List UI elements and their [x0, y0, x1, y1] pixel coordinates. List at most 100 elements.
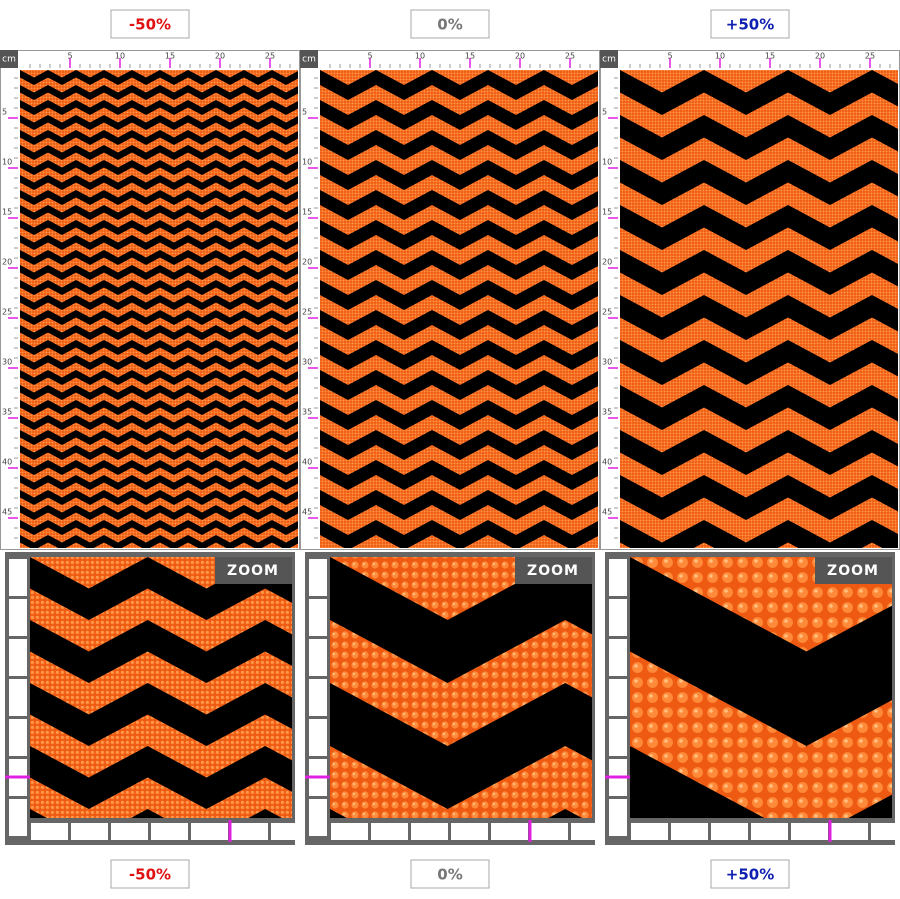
- unit-box: [600, 50, 618, 68]
- zoom-ruler-box: [231, 823, 268, 840]
- ruler-tick-label: 25: [2, 308, 12, 317]
- ruler-tick-label: 5: [67, 52, 72, 61]
- ruler-tick-label: 10: [302, 158, 312, 167]
- scale-label-box: [410, 9, 490, 39]
- ruler-tick-label: 40: [2, 458, 12, 467]
- ruler-tick-label: 20: [602, 258, 612, 267]
- scale-label-box: [110, 859, 190, 889]
- chevron-pattern: [320, 70, 598, 548]
- zoom-tag: [815, 557, 892, 584]
- zoom-ruler-box: [831, 823, 868, 840]
- zoom-ruler-box: [751, 823, 788, 840]
- ruler-tick-label: 35: [302, 408, 312, 417]
- ruler-tick-label: 35: [2, 408, 12, 417]
- ruler-tick-label: 25: [265, 52, 275, 61]
- ruler-tick-label: 10: [415, 52, 425, 61]
- unit-label: cm: [302, 55, 316, 65]
- ruler-tick-label: 25: [302, 308, 312, 317]
- zoom-ruler-box: [191, 823, 228, 840]
- ruler-tick-label: 20: [2, 258, 12, 267]
- zoom-chevron-pattern: [330, 557, 592, 818]
- zoom-ruler-box: [271, 823, 308, 840]
- zoom-ruler-box: [631, 823, 668, 840]
- zoom-ruler-box: [609, 799, 627, 836]
- zoom-ruler-box: [609, 559, 627, 596]
- zoom-ruler-box: [371, 823, 408, 840]
- unit-box: [0, 50, 18, 68]
- zoom-ruler-box: [871, 823, 900, 840]
- ruler-tick-label: 25: [865, 52, 875, 61]
- ruler-tick-label: 15: [302, 208, 312, 217]
- scale-label-box: [710, 859, 790, 889]
- ruler-tick-label: 20: [302, 258, 312, 267]
- ruler-tick-label: 10: [2, 158, 12, 167]
- ruler-tick-label: 15: [165, 52, 175, 61]
- scale-label: -50%: [129, 16, 171, 34]
- ruler-tick-label: 45: [302, 508, 312, 517]
- ruler-tick-label: 10: [115, 52, 125, 61]
- zoom-ruler-box: [71, 823, 108, 840]
- zoom-ruler-box: [531, 823, 568, 840]
- ruler-tick-label: 5: [302, 108, 307, 117]
- ruler-tick-label: 15: [465, 52, 475, 61]
- zoom-label: ZOOM: [827, 563, 879, 579]
- ruler-tick-label: 45: [2, 508, 12, 517]
- zoom-ruler-box: [411, 823, 448, 840]
- zoom-ruler-box: [309, 799, 327, 836]
- zoom-ruler-box: [451, 823, 488, 840]
- zoom-ruler-box: [491, 823, 528, 840]
- zoom-ruler-box: [9, 679, 27, 716]
- zoom-ruler-box: [571, 823, 608, 840]
- ruler-tick-label: 20: [215, 52, 225, 61]
- chevron-pattern: [20, 70, 298, 548]
- zoom-tag: [215, 557, 292, 584]
- zoom-ruler-box: [151, 823, 188, 840]
- ruler-tick-label: 30: [602, 358, 612, 367]
- ruler-tick-label: 5: [367, 52, 372, 61]
- ruler-tick-label: 20: [515, 52, 525, 61]
- ruler-tick-label: 25: [602, 308, 612, 317]
- zoom-ruler-box: [111, 823, 148, 840]
- zoom-chevron-pattern: [30, 557, 292, 818]
- unit-label: cm: [2, 55, 16, 65]
- zoom-ruler-box: [609, 639, 627, 676]
- ruler-tick-label: 15: [2, 208, 12, 217]
- ruler-tick-label: 5: [602, 108, 607, 117]
- zoom-ruler-box: [331, 823, 368, 840]
- zoom-ruler-box: [9, 559, 27, 596]
- zoom-ruler-box: [309, 719, 327, 756]
- zoom-ruler-box: [309, 639, 327, 676]
- zoom-chevron-pattern: [630, 557, 892, 818]
- zoom-tag: [515, 557, 592, 584]
- zoom-ruler-box: [31, 823, 68, 840]
- ruler-tick-label: 20: [815, 52, 825, 61]
- scale-label-box: [710, 9, 790, 39]
- ruler-tick-label: 35: [602, 408, 612, 417]
- zoom-ruler-box: [9, 639, 27, 676]
- ruler-tick-label: 45: [602, 508, 612, 517]
- ruler-tick-label: 5: [2, 108, 7, 117]
- scale-label: 0%: [437, 16, 462, 34]
- zoom-ruler-box: [309, 559, 327, 596]
- zoom-ruler-box: [609, 719, 627, 756]
- scale-label-box: [410, 859, 490, 889]
- ruler-tick-label: 5: [667, 52, 672, 61]
- unit-label: cm: [602, 55, 616, 65]
- ruler-tick-label: 30: [2, 358, 12, 367]
- ruler-tick-label: 10: [715, 52, 725, 61]
- zoom-ruler-box: [9, 799, 27, 836]
- ruler-tick-label: 25: [565, 52, 575, 61]
- ruler-tick-label: 40: [302, 458, 312, 467]
- zoom-ruler-box: [609, 679, 627, 716]
- scale-label-box: [110, 9, 190, 39]
- zoom-ruler-box: [309, 599, 327, 636]
- zoom-label: ZOOM: [227, 563, 279, 579]
- scale-label: +50%: [726, 16, 774, 34]
- ruler-tick-label: 40: [602, 458, 612, 467]
- ruler-tick-label: 15: [765, 52, 775, 61]
- zoom-ruler-box: [671, 823, 708, 840]
- ruler-tick-label: 30: [302, 358, 312, 367]
- zoom-ruler-box: [9, 719, 27, 756]
- zoom-ruler-box: [9, 599, 27, 636]
